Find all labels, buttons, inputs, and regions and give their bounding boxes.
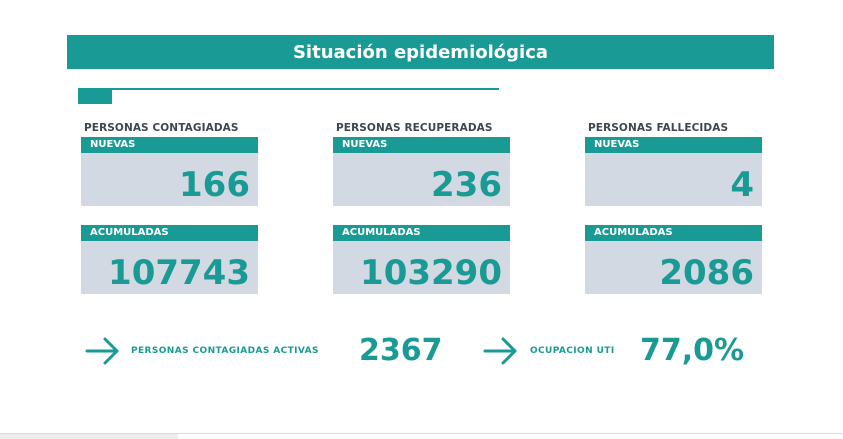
acumuladas-fallecidas-card: ACUMULADAS 2086	[585, 225, 762, 294]
acumuladas-contagiadas-value: 107743	[108, 253, 250, 293]
arrow-right-icon	[483, 337, 517, 365]
activas-label: PERSONAS CONTAGIADAS ACTIVAS	[131, 346, 319, 356]
acumuladas-recuperadas-card: ACUMULADAS 103290	[333, 225, 510, 294]
page-title-banner: Situación epidemiológica	[67, 35, 774, 69]
acumuladas-contagiadas-card: ACUMULADAS 107743	[81, 225, 258, 294]
category-title-contagiadas: PERSONAS CONTAGIADAS	[84, 122, 239, 134]
progress-track	[78, 88, 499, 90]
nuevas-label: NUEVAS	[333, 137, 510, 153]
acumuladas-label: ACUMULADAS	[81, 225, 258, 241]
arrow-right-icon	[85, 337, 119, 365]
uti-value: 77,0%	[640, 333, 745, 368]
nuevas-contagiadas-card: NUEVAS 166	[81, 137, 258, 206]
nuevas-recuperadas-card: NUEVAS 236	[333, 137, 510, 206]
nuevas-recuperadas-value: 236	[431, 165, 502, 205]
page-title: Situación epidemiológica	[292, 41, 549, 63]
uti-label: OCUPACION UTI	[530, 346, 615, 356]
acumuladas-fallecidas-value: 2086	[659, 253, 754, 293]
activas-value: 2367	[359, 333, 443, 368]
category-title-recuperadas: PERSONAS RECUPERADAS	[336, 122, 493, 134]
category-title-fallecidas: PERSONAS FALLECIDAS	[588, 122, 729, 134]
progress-fill	[78, 88, 112, 104]
acumuladas-recuperadas-value: 103290	[360, 253, 502, 293]
nuevas-fallecidas-card: NUEVAS 4	[585, 137, 762, 206]
nuevas-fallecidas-value: 4	[730, 165, 754, 205]
footer-tab	[0, 434, 178, 439]
nuevas-label: NUEVAS	[585, 137, 762, 153]
nuevas-contagiadas-value: 166	[179, 165, 250, 205]
nuevas-label: NUEVAS	[81, 137, 258, 153]
progress-indicator	[78, 88, 499, 104]
acumuladas-label: ACUMULADAS	[585, 225, 762, 241]
acumuladas-label: ACUMULADAS	[333, 225, 510, 241]
footer-divider	[0, 433, 843, 434]
